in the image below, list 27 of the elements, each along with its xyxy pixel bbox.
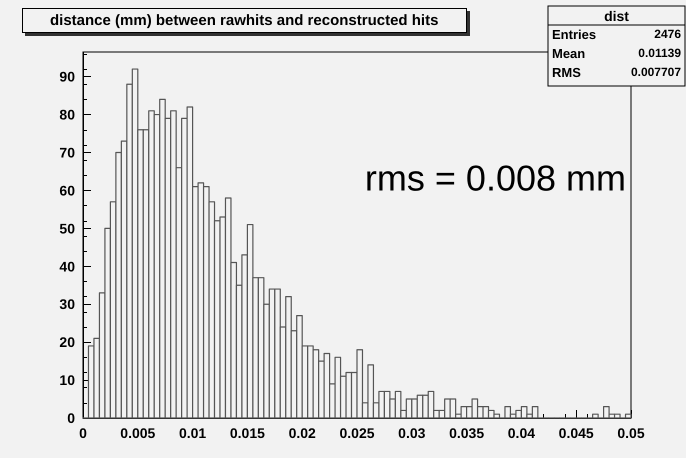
text: dist <box>604 8 630 24</box>
x-tick-label: 0.025 <box>339 425 375 441</box>
x-tick-label: 0.015 <box>230 425 266 441</box>
x-tick-label: 0.04 <box>508 425 536 441</box>
y-tick-label: 60 <box>59 182 76 198</box>
x-tick-label: 0.005 <box>120 425 156 441</box>
y-tick-label: 50 <box>59 220 76 236</box>
x-tick-label: 0.045 <box>558 425 594 441</box>
x-tick-label: 0.02 <box>288 425 316 441</box>
x-tick-label: 0.03 <box>398 425 426 441</box>
y-tick-label: 0 <box>67 410 76 426</box>
x-tick-label: 0.035 <box>449 425 484 441</box>
chart-title: distance (mm) between rawhits and reconstructed hits <box>50 12 438 29</box>
text: RMS 0.007707 <box>552 65 681 80</box>
x-tick-label: 0.05 <box>617 425 645 441</box>
x-tick-label: 0 <box>79 425 88 441</box>
x-tick-label: 0.01 <box>178 425 206 441</box>
annotation: rms = 0.008 mm <box>364 158 626 198</box>
y-tick-label: 70 <box>59 144 76 161</box>
text: Mean 0.01139 <box>552 46 681 61</box>
y-tick-label: 40 <box>59 258 76 274</box>
text: Entries 2476 <box>552 27 681 42</box>
y-tick-label: 80 <box>59 106 76 123</box>
y-tick-label: 10 <box>59 372 76 388</box>
y-tick-label: 30 <box>59 296 76 312</box>
y-tick-label: 90 <box>59 68 76 85</box>
y-tick-label: 20 <box>59 334 76 350</box>
